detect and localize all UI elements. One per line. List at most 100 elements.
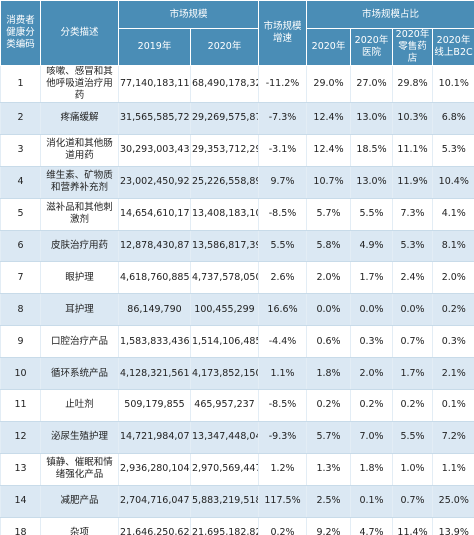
header-cell: 分类描述 [40,0,119,66]
value-cell: 14,721,984,077 [118,421,191,454]
value-cell: 14,654,610,172 [118,198,191,231]
value-cell: 29.0% [306,65,351,103]
value-cell: 1.7% [392,357,433,391]
value-cell: 2.0% [350,357,393,391]
value-cell: 30,293,003,433 [118,134,191,167]
table-row: 8 耳护理 86,149,790 100,455,299 16.6% 0.0% 0.0% 0.… [0,293,474,327]
value-cell: 2.4% [392,261,433,295]
value-cell: -8.5% [258,389,307,422]
value-cell: 2.0% [306,261,351,295]
value-cell: 2.5% [306,485,351,518]
value-cell: 13.9% [432,517,474,535]
header-cell: 市场规模 [117,0,260,29]
value-cell: 1.8% [350,453,393,486]
value-cell: 11.9% [392,166,433,199]
value-cell: 1,583,833,436 [118,325,191,359]
value-cell: 0.7% [392,485,433,518]
value-cell: 1,514,106,485 [189,325,259,359]
value-cell: 5.5% [350,198,393,231]
value-cell: 1.3% [306,453,351,486]
value-cell: 1.7% [350,261,393,295]
value-cell: 5.3% [432,134,474,167]
value-cell: 7.3% [392,198,433,231]
value-cell: 13,347,448,041 [189,421,259,454]
value-cell: 0.3% [432,325,474,359]
value-cell: 18.5% [350,134,393,167]
value-cell: 29.8% [392,65,433,103]
header-cell: 2020年线上B2C [432,28,474,66]
value-cell: 31,565,585,724 [118,102,191,135]
description-cell: 消化道和其他肠道用药 [40,134,119,167]
value-cell: 1.8% [306,357,351,391]
value-cell: 0.2% [392,389,433,422]
value-cell: 5.7% [306,198,351,231]
value-cell: 1.0% [392,453,433,486]
value-cell: 10.1% [432,65,474,103]
description-cell: 循环系统产品 [40,357,119,391]
header-cell: 2019年 [118,28,191,66]
header-cell: 2020年零售药店 [392,28,434,66]
description-cell: 眼护理 [40,261,119,295]
value-cell: 0.3% [350,325,393,359]
value-cell: 5,883,219,518 [189,485,259,518]
value-cell: 8.1% [432,230,474,263]
value-cell: 1.1% [432,453,474,486]
value-cell: 0.1% [350,485,393,518]
header-cell: 2020年医院 [350,28,394,66]
code-cell: 10 [0,357,41,391]
value-cell: 4,128,321,561 [118,357,191,391]
value-cell: 2,936,280,104 [118,453,191,486]
table-row: 9 口腔治疗产品 1,583,833,436 1,514,106,485 -4.4% 0.… [0,325,474,359]
value-cell: 12.4% [306,134,351,167]
code-cell: 4 [0,166,41,199]
code-cell: 11 [0,389,41,422]
value-cell: 2.6% [258,261,307,295]
value-cell: 0.0% [350,293,393,327]
value-cell: 0.1% [432,389,474,422]
value-cell: 7.2% [432,421,474,454]
value-cell: 29,353,712,290 [189,134,259,167]
value-cell: 21,646,250,623 [118,517,191,535]
value-cell: 5.3% [392,230,433,263]
value-cell: 4.7% [350,517,393,535]
value-cell: 10.4% [432,166,474,199]
value-cell: 0.2% [432,293,474,327]
value-cell: 9.2% [306,517,351,535]
value-cell: 0.2% [306,389,351,422]
value-cell: 5.7% [306,421,351,454]
description-cell: 滋补品和其他刺激剂 [40,198,119,231]
value-cell: 25.0% [432,485,474,518]
value-cell: 1.1% [258,357,307,391]
value-cell: 29,269,575,875 [189,102,259,135]
table-header: 消费者健康分类编码 分类描述 市场规模 市场规模增速 市场规模占比 2019年 … [0,0,474,66]
value-cell: 13.0% [350,166,393,199]
description-cell: 疼痛缓解 [40,102,119,135]
value-cell: 9.7% [258,166,307,199]
value-cell: 4,618,760,885 [118,261,191,295]
table-row: 14 减肥产品 2,704,716,047 5,883,219,518 117.5% 2.… [0,485,474,518]
table-body: 1 咳嗽、感冒和其他呼吸道治疗用药 77,140,183,116 68,490,178… [0,65,474,535]
code-cell: 18 [0,517,41,535]
value-cell: 0.0% [392,293,433,327]
value-cell: 13.0% [350,102,393,135]
table-row: 2疼痛缓解31,565,585,72429,269,575,875-7.3%12… [0,102,474,135]
value-cell: -11.2% [258,65,307,103]
description-cell: 泌尿生殖护理 [40,421,119,454]
table-row: 6皮肤治疗用药12,878,430,87113,586,817,3965.5%5… [0,230,474,263]
code-cell: 9 [0,325,41,359]
code-cell: 2 [0,102,41,135]
code-cell: 7 [0,261,41,295]
header-cell: 2020年 [306,28,352,66]
code-cell: 1 [0,65,41,103]
table-row: 12泌尿生殖护理14,721,984,07713,347,448,041-9.3… [0,421,474,454]
value-cell: 509,179,855 [118,389,191,422]
value-cell: 2,704,716,047 [118,485,191,518]
header-cell: 消费者健康分类编码 [0,0,41,66]
value-cell: -7.3% [258,102,307,135]
value-cell: -8.5% [258,198,307,231]
description-cell: 皮肤治疗用药 [40,230,119,263]
value-cell: 0.6% [306,325,351,359]
value-cell: 117.5% [258,485,307,518]
